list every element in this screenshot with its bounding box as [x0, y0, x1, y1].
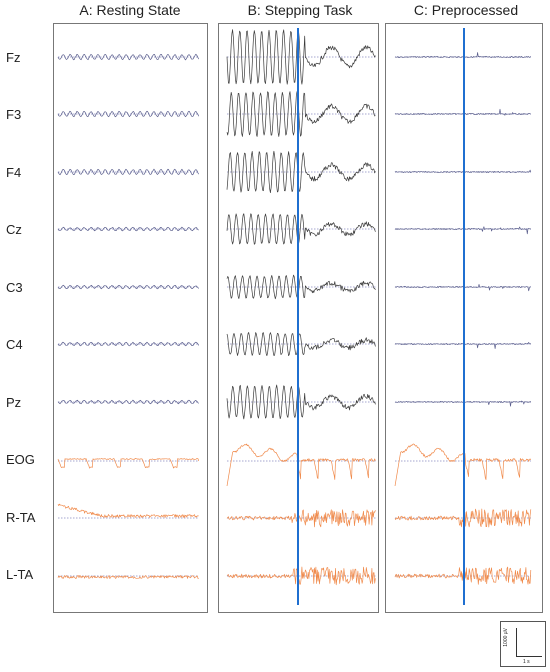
scale-bar: 1000 µV 1 s [500, 621, 546, 667]
scale-bar-time-label: 1 s [523, 659, 530, 665]
trace-c3-resting [58, 285, 199, 289]
trace-fz-resting [58, 54, 199, 60]
trace-eog-preprocessed [395, 444, 531, 486]
trace-f3-preprocessed [395, 109, 531, 115]
trace-r-ta-preprocessed [395, 509, 531, 527]
trace-r-ta-resting [58, 504, 199, 517]
trace-eog-resting [58, 459, 199, 469]
scale-bar-amplitude-label: 1000 µV [503, 628, 509, 647]
trace-r-ta-stepping [227, 510, 375, 527]
trace-eog-stepping [227, 444, 375, 486]
trace-f4-preprocessed [395, 170, 531, 173]
trace-c3-preprocessed [395, 284, 531, 290]
trace-cz-preprocessed [395, 227, 531, 234]
trace-c4-preprocessed [395, 342, 531, 348]
scale-bar-vertical-line [516, 628, 517, 656]
scale-bar-horizontal-line [516, 656, 542, 657]
